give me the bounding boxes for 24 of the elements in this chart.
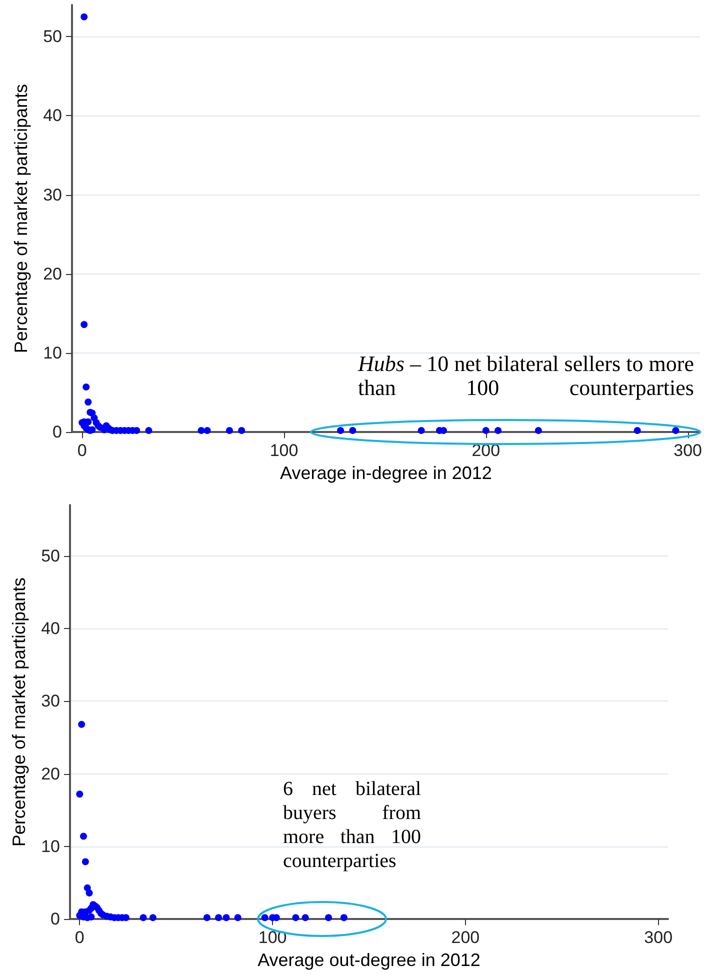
annotation: 6 net bilateral buyers from more than 100 counterparties — [283, 777, 421, 873]
x-tick-label: 300 — [644, 928, 673, 948]
y-tick-label: 40 — [43, 106, 62, 126]
x-tick-label: 0 — [74, 928, 84, 948]
y-tick-label: 10 — [41, 836, 60, 856]
y-tick-label: 10 — [43, 344, 62, 363]
x-tick-label: 100 — [270, 441, 298, 460]
x-tick-label: 300 — [674, 441, 702, 460]
y-tick-label: 40 — [41, 619, 60, 638]
annotation: Hubs – 10 net bilateral sellers to more than 100 counterparties — [358, 351, 694, 400]
x-tick-label: 0 — [77, 441, 87, 460]
x-tick-label: 200 — [451, 928, 480, 948]
y-tick-label: 0 — [52, 422, 62, 442]
y-tick-label: 30 — [41, 692, 60, 711]
y-tick-label: 0 — [50, 910, 60, 929]
y-tick-label: 30 — [43, 185, 62, 204]
y-tick-label: 20 — [41, 764, 60, 784]
y-axis-title: Percentage of market participants — [11, 84, 31, 354]
x-axis-title: Average out-degree in 2012 — [258, 950, 480, 970]
y-axis-title: Percentage of market participants — [9, 577, 29, 847]
y-tick-label: 50 — [41, 546, 60, 566]
y-tick-label: 50 — [43, 27, 62, 46]
x-axis-title: Average in-degree in 2012 — [280, 463, 492, 483]
y-tick-label: 20 — [43, 264, 62, 284]
